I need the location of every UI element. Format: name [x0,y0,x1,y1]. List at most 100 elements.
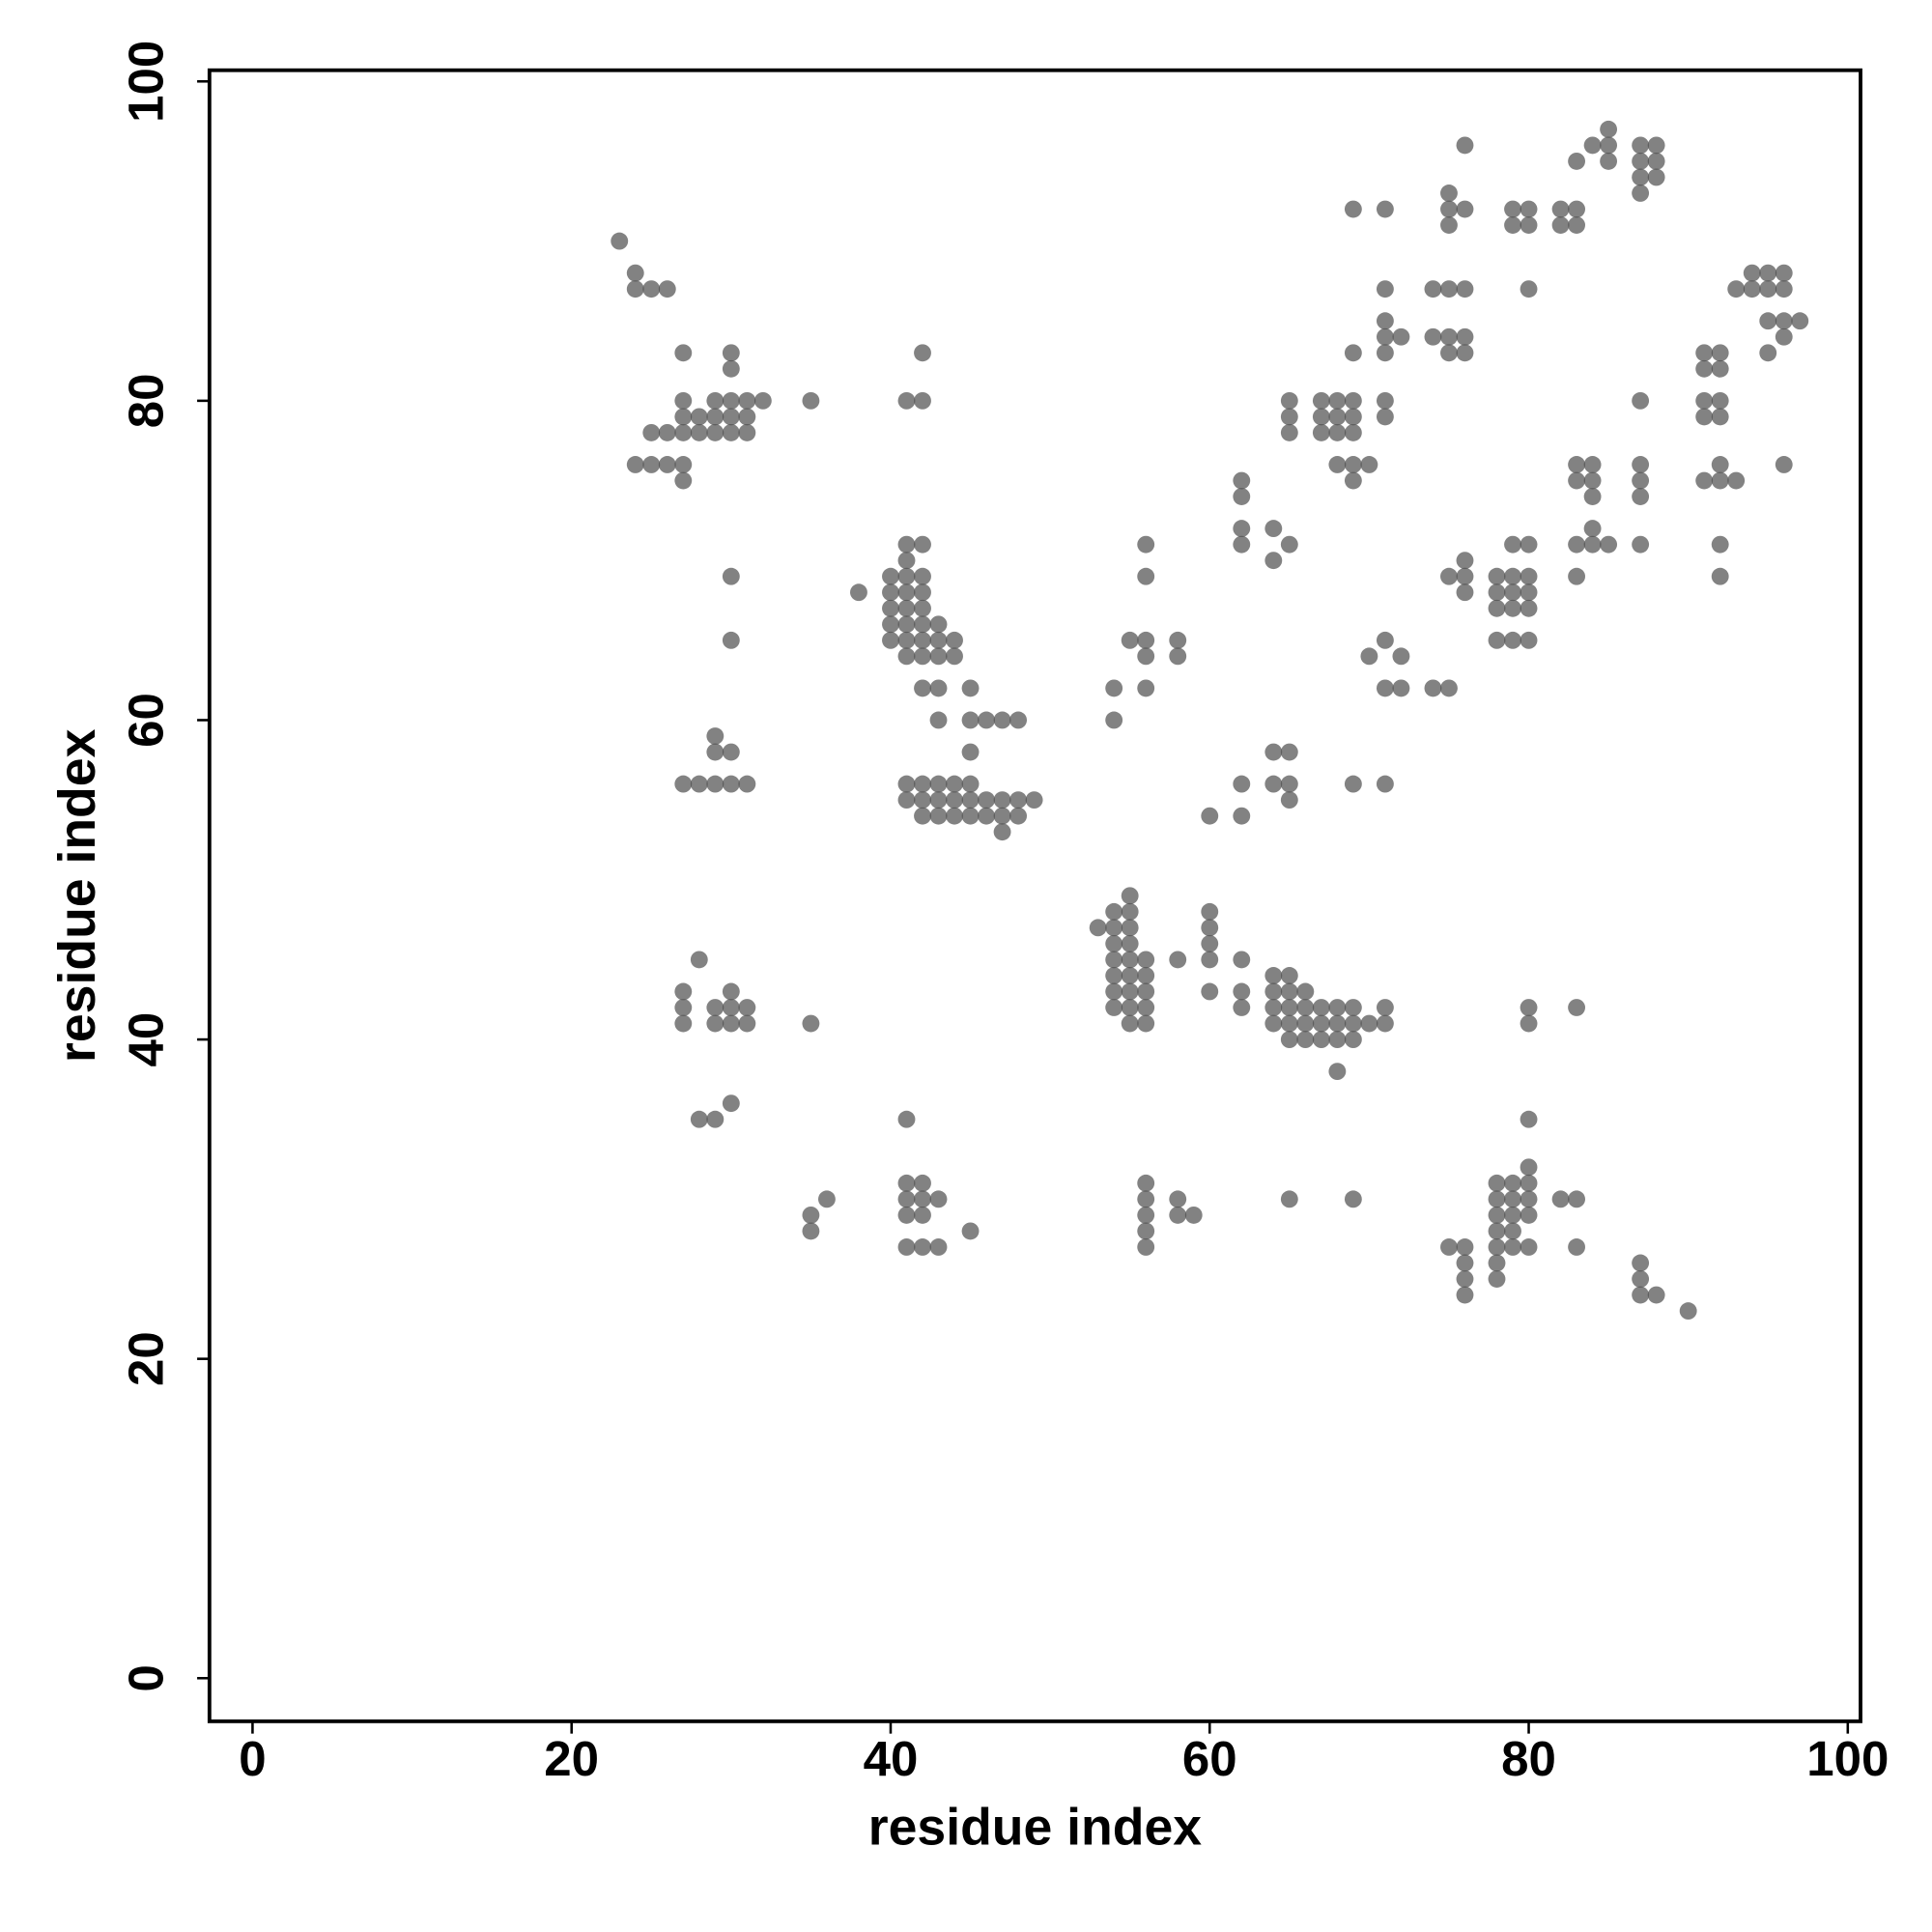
point [929,791,948,810]
point [690,775,708,793]
point [1264,967,1283,984]
point [1743,264,1761,282]
point [706,775,724,793]
point [1137,951,1155,969]
point [1280,982,1298,1001]
point [1568,216,1586,234]
y-tick-label: 20 [118,1331,173,1386]
point [1280,535,1298,554]
point [914,599,931,617]
point [1360,456,1378,473]
point [1632,535,1650,554]
point [1520,999,1538,1016]
point [642,424,661,441]
point [1233,951,1251,969]
point [914,807,931,825]
point [1440,1238,1458,1256]
point [1137,1014,1155,1033]
point [1376,391,1394,410]
point [914,535,931,554]
point [1759,312,1777,330]
x-axis-title: residue index [868,1799,1203,1856]
point [1647,136,1665,155]
point [1233,520,1251,538]
point [914,791,931,810]
x-tick-label: 80 [1501,1731,1556,1786]
point [1137,1222,1155,1240]
point [978,711,995,729]
point [882,631,899,649]
point [1551,200,1570,218]
point [1121,902,1139,921]
point [1775,456,1793,473]
point [1344,1014,1362,1033]
point [738,408,756,426]
point [1280,408,1298,426]
point [1312,1031,1330,1048]
point [1647,152,1665,170]
point [1600,535,1618,554]
point [1711,456,1729,473]
point [1632,456,1650,473]
point [1775,264,1793,282]
point [1568,1190,1586,1208]
point [1583,456,1602,473]
point [1488,599,1506,617]
point [722,999,740,1016]
point [1328,456,1347,473]
point [1296,1014,1315,1033]
point [914,679,931,697]
point [1600,136,1618,155]
point [1376,327,1394,346]
point [1647,168,1665,186]
point [1137,679,1155,697]
point [1456,344,1474,362]
point [1312,1014,1330,1033]
point [722,743,740,761]
point [1632,488,1650,505]
point [738,391,756,410]
point [1233,488,1251,505]
point [1775,280,1793,298]
point [1695,408,1714,426]
point [1551,1190,1570,1208]
point [1280,967,1298,984]
point [1280,743,1298,761]
point [1727,280,1746,298]
point [1488,583,1506,602]
point [897,1110,916,1128]
point [897,631,916,649]
point [1264,743,1283,761]
point [1376,999,1394,1016]
point [1121,919,1139,937]
point [929,711,948,729]
point [1264,1014,1283,1033]
point [1137,967,1155,984]
point [722,1014,740,1033]
point [1328,999,1347,1016]
point [1775,327,1793,346]
point [1440,567,1458,585]
point [1711,567,1729,585]
point [1137,1190,1155,1208]
point [1488,1206,1506,1224]
point [1551,216,1570,234]
point [674,424,693,441]
point [961,743,980,761]
point [1520,583,1538,602]
point [1711,391,1729,410]
point [706,727,724,745]
point [1344,391,1362,410]
point [1280,1014,1298,1033]
point [1520,535,1538,554]
point [1520,631,1538,649]
point [1583,136,1602,155]
point [897,391,916,410]
point [882,615,899,634]
point [1440,679,1458,697]
point [897,615,916,634]
point [738,775,756,793]
point [1137,567,1155,585]
point [1184,1206,1203,1224]
point [1568,152,1586,170]
